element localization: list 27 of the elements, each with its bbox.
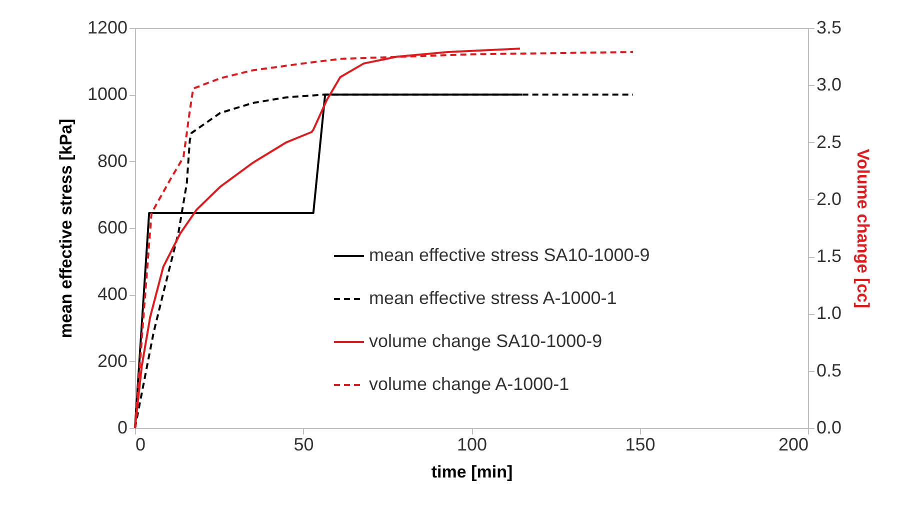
legend-label: volume change SA10-1000-9 [369,331,602,351]
x-tick-label: 0 [136,434,146,454]
y-tick-label: 400 [97,284,128,304]
y-axis-title: mean effective stress [kPa] [56,118,76,338]
x-tick-label: 50 [294,434,314,454]
y2-tick-label: 0.5 [816,360,842,380]
y-tick-label: 200 [97,350,128,371]
x-tick-label: 200 [778,434,808,454]
y2-tick-label: 2.5 [816,132,842,152]
y2-tick-label: 1.5 [816,246,842,266]
legend-label: mean effective stress SA10-1000-9 [369,245,650,265]
y2-tick-label: 1.0 [816,303,842,324]
y2-tick-label: 3.5 [816,18,842,38]
y2-tick-label: 2.0 [816,188,842,209]
x-tick-label: 100 [456,434,488,454]
y-tick-label: 1200 [87,18,128,38]
y-tick-label: 1000 [87,84,128,104]
y2-tick-label: 3.0 [816,74,842,95]
legend-label: volume change A-1000-1 [369,374,570,394]
y2-tick-label: 0.0 [816,418,842,438]
y-tick-label: 800 [97,150,128,171]
legend-label: mean effective stress A-1000-1 [369,288,617,308]
y-tick-label: 0 [117,418,128,438]
x-axis-title: time [min] [431,462,513,482]
x-tick-label: 150 [625,434,656,454]
y-tick-label: 600 [97,218,128,238]
y2-axis-title: Volume change [cc] [854,148,873,308]
